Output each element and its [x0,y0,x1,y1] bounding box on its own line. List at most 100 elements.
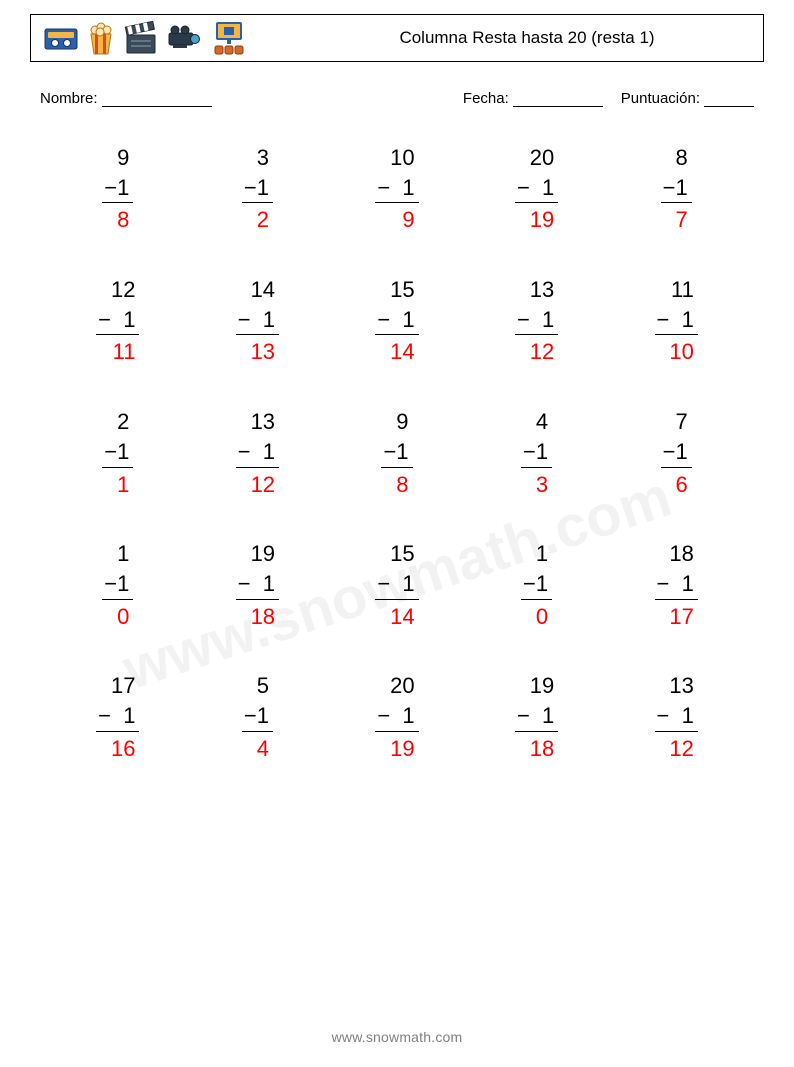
subtrahend-row: − 1 [655,701,698,732]
answer: 9 [375,203,418,235]
subtrahend-row: −1 [661,173,692,204]
name-label: Nombre: [40,90,98,107]
answer: 7 [661,203,692,235]
subtrahend-row: −1 [242,173,273,204]
minuend: 4 [521,407,552,437]
subtrahend-row: −1 [102,173,133,204]
problem: 2−11 [48,407,188,499]
problem-stack: 13− 112 [236,407,279,499]
minuend: 9 [381,407,412,437]
answer: 12 [515,335,558,367]
minuend: 17 [96,671,139,701]
name-field: Nombre: [40,90,212,107]
answer: 0 [102,600,133,632]
subtrahend-row: − 1 [236,305,279,336]
score-label: Puntuación: [621,90,700,107]
date-field: Fecha: [463,90,603,107]
problem-stack: 18− 117 [655,539,698,631]
problem: 5−14 [188,671,328,763]
problem-stack: 15− 114 [375,539,418,631]
answer: 19 [375,732,418,764]
problem: 20− 119 [327,671,467,763]
problem-stack: 1−10 [521,539,552,631]
problem-stack: 13− 112 [515,275,558,367]
problem-stack: 14− 113 [236,275,279,367]
problem: 14− 113 [188,275,328,367]
problem: 4−13 [467,407,607,499]
subtrahend-row: − 1 [236,437,279,468]
subtrahend-row: − 1 [655,569,698,600]
minuend: 13 [655,671,698,701]
problem-stack: 4−13 [521,407,552,499]
date-blank[interactable] [513,93,603,107]
answer: 8 [381,468,412,500]
problem: 3−12 [188,143,328,235]
problem: 13− 112 [606,671,746,763]
minuend: 8 [661,143,692,173]
minuend: 12 [96,275,139,305]
problem-stack: 17− 116 [96,671,139,763]
minuend: 10 [375,143,418,173]
minuend: 9 [102,143,133,173]
answer: 0 [521,600,552,632]
subtrahend-row: − 1 [375,701,418,732]
answer: 17 [655,600,698,632]
header-icons [43,20,247,56]
header-box: Columna Resta hasta 20 (resta 1) [30,14,764,62]
answer: 6 [661,468,692,500]
name-blank[interactable] [102,93,212,107]
answer: 14 [375,600,418,632]
problem-stack: 15− 114 [375,275,418,367]
subtrahend-row: − 1 [236,569,279,600]
problem: 13− 112 [467,275,607,367]
minuend: 20 [375,671,418,701]
minuend: 7 [661,407,692,437]
subtrahend-row: −1 [102,569,133,600]
problem-stack: 1−10 [102,539,133,631]
answer: 2 [242,203,273,235]
minuend: 20 [515,143,558,173]
minuend: 18 [655,539,698,569]
minuend: 19 [236,539,279,569]
subtrahend-row: − 1 [96,701,139,732]
minuend: 1 [102,539,133,569]
problem: 9−18 [327,407,467,499]
subtrahend-row: −1 [242,701,273,732]
answer: 8 [102,203,133,235]
minuend: 5 [242,671,273,701]
answer: 14 [375,335,418,367]
problem-stack: 9−18 [381,407,412,499]
problem-stack: 9−18 [102,143,133,235]
subtrahend-row: − 1 [375,173,418,204]
problem-stack: 2−11 [102,407,133,499]
minuend: 1 [521,539,552,569]
minuend: 13 [236,407,279,437]
minuend: 13 [515,275,558,305]
problem-stack: 5−14 [242,671,273,763]
info-line: Nombre: Fecha: Puntuación: [40,90,754,107]
answer: 18 [236,600,279,632]
problem: 18− 117 [606,539,746,631]
problem-stack: 19− 118 [236,539,279,631]
subtrahend-row: − 1 [375,305,418,336]
problem-stack: 19− 118 [515,671,558,763]
subtrahend-row: −1 [521,437,552,468]
problem: 12− 111 [48,275,188,367]
answer: 19 [515,203,558,235]
problem: 19− 118 [188,539,328,631]
problem-stack: 12− 111 [96,275,139,367]
vhs-tape-icon [43,21,79,55]
problem: 8−17 [606,143,746,235]
subtrahend-row: −1 [661,437,692,468]
problem: 1−10 [48,539,188,631]
minuend: 15 [375,275,418,305]
answer: 13 [236,335,279,367]
problem-stack: 10− 19 [375,143,418,235]
problem-stack: 20− 119 [375,671,418,763]
movie-screen-icon [211,20,247,56]
problem: 15− 114 [327,539,467,631]
subtrahend-row: − 1 [515,305,558,336]
date-label: Fecha: [463,90,509,107]
subtrahend-row: −1 [381,437,412,468]
score-blank[interactable] [704,93,754,107]
